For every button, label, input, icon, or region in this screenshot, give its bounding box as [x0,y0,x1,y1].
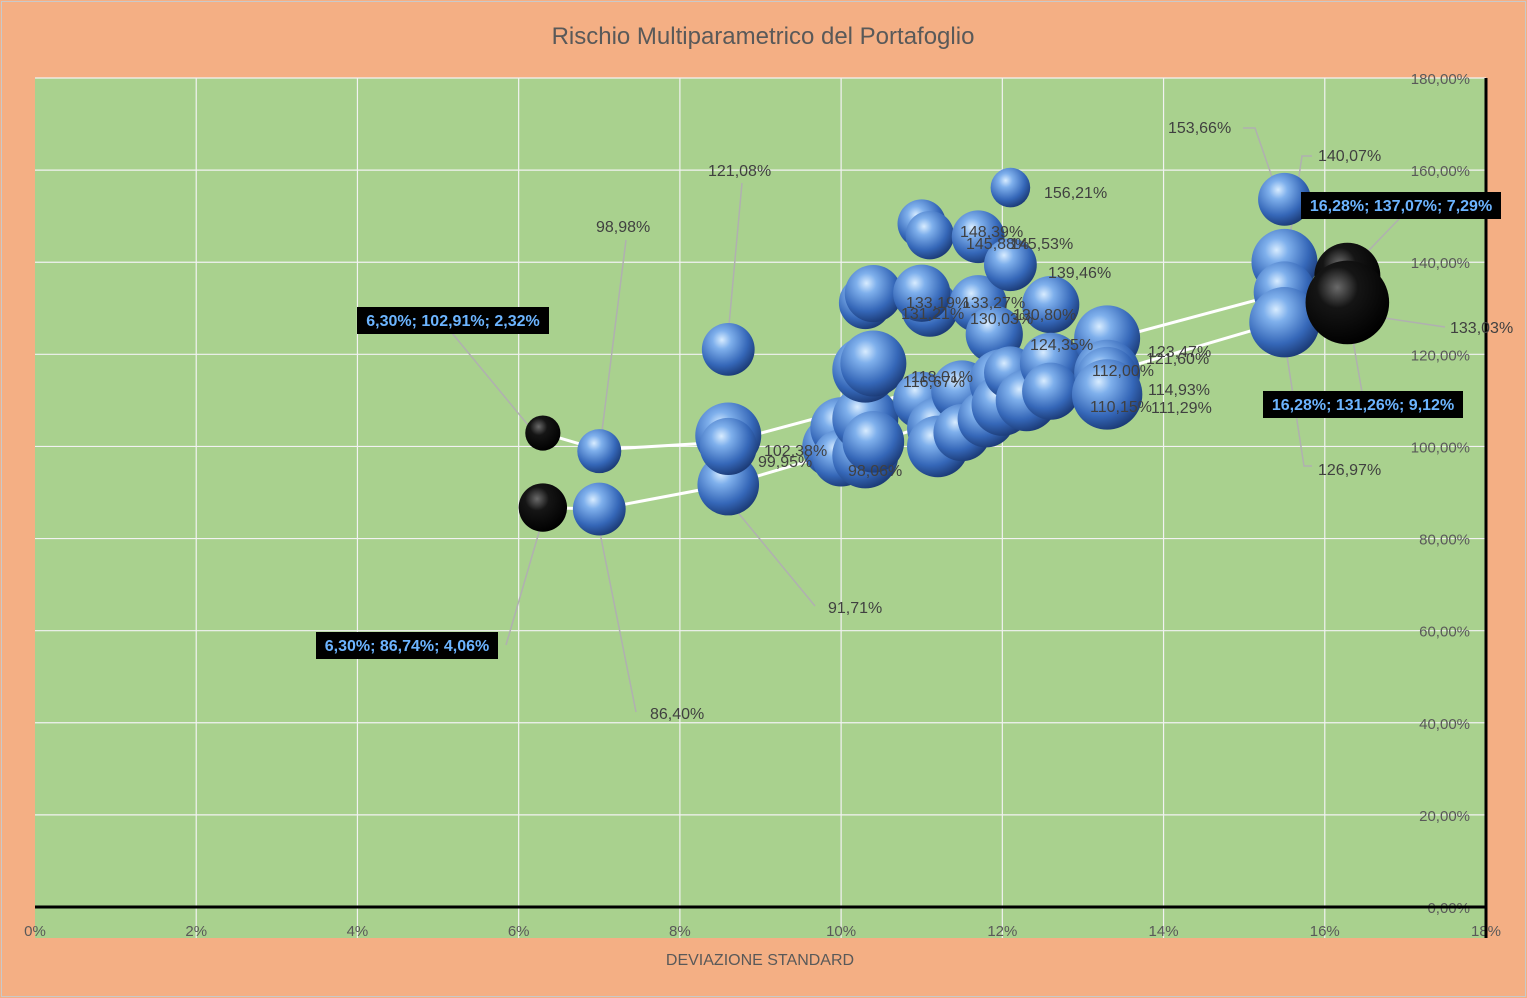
data-label: 140,07% [1318,148,1381,165]
data-label: 123,47% [1148,344,1211,361]
data-label: 121,08% [708,163,771,180]
leader-line [597,522,637,713]
data-label: 121,60% [1146,351,1209,368]
bubble-point [1258,172,1311,226]
bubble-point [1022,275,1080,334]
y-tick-label: 180,00% [1411,71,1470,88]
callout-box [1263,391,1463,418]
grid [35,77,1486,938]
x-tick-label: 14% [1149,923,1179,940]
leader-line [597,239,627,464]
x-tick-label: 12% [987,923,1017,940]
callout-box [357,307,549,334]
callout-label: 16,28%; 137,07%; 7,29% [1310,198,1492,215]
x-tick-label: 6% [508,923,530,940]
y-tick-label: 40,00% [1419,716,1470,733]
bubble-point [1071,359,1143,430]
x-tick-label: 2% [185,923,207,940]
data-label: 111,29% [1151,400,1212,417]
y-tick-label: 20,00% [1419,808,1470,825]
leader-line [451,332,543,443]
x-tick-label: 8% [669,923,691,940]
highlight-point [525,415,561,451]
data-label: 116,67% [903,374,965,391]
bubble-point [577,429,622,474]
data-label: 110,15% [1090,399,1152,416]
callout-box [1301,192,1501,219]
data-label: 91,71% [828,600,882,617]
bubble-point [1022,362,1080,420]
x-tick-label: 10% [826,923,856,940]
data-label: 124,35% [1030,337,1093,354]
bubble-point [983,238,1037,292]
data-label: 130,80% [1013,307,1076,324]
data-label: 112,00% [1092,363,1154,380]
callout-label: 6,30%; 102,91%; 2,32% [366,313,539,330]
bubble-point [905,210,954,260]
bubble-point [699,417,757,476]
data-label: 133,27% [962,295,1025,312]
callout-label: 6,30%; 86,74%; 4,06% [325,638,490,655]
data-label: 130,03% [970,311,1033,328]
data-label: 139,46% [1048,265,1111,282]
data-label: 99,95% [758,454,812,471]
leader-line [725,497,816,607]
bubble-point [990,167,1031,208]
y-tick-label: 140,00% [1411,255,1470,272]
data-label: 145,88% [966,236,1029,253]
bubble-point [893,264,951,322]
chart-title: Rischio Multiparametrico del Portafoglio [552,23,975,50]
data-labels: 98,98% 86,40% 121,08% 91,71% 102,38%99,95% 98… [316,120,1513,723]
data-label: 133,19% [906,295,969,312]
leader-lines [451,127,1446,713]
data-label: 118,01% [911,369,973,386]
callout-label: 16,28%; 131,26%; 9,12% [1272,397,1454,414]
bubbles [518,167,1390,536]
data-label: 133,03% [1450,320,1513,337]
plot-area [35,78,1486,938]
leader-line [1282,329,1312,467]
y-tick-label: 80,00% [1419,532,1470,549]
leader-line [505,521,543,646]
callout-box [316,632,498,659]
x-tick-label: 4% [347,923,369,940]
bubble-point [842,411,905,473]
data-label: 145,53% [1010,236,1073,253]
x-tick-label: 16% [1310,923,1340,940]
bubble-point [572,482,626,536]
data-label: 126,97% [1318,462,1381,479]
x-axis-title: DEVIAZIONE STANDARD [666,952,854,969]
data-label: 131,21% [901,306,964,323]
data-label: 153,66% [1168,120,1231,137]
bubble-point [1249,287,1320,358]
bubble-point [840,330,907,397]
data-label: 102,38% [764,443,827,460]
y-tick-label: 100,00% [1411,439,1470,456]
data-label: 156,21% [1044,185,1107,202]
highlight-point [1305,260,1390,345]
data-label: 114,93% [1148,382,1210,399]
bubble-point [701,322,755,376]
y-tick-label: 120,00% [1411,347,1470,364]
data-label: 98,98% [596,219,650,236]
y-tick-label: 60,00% [1419,624,1470,641]
highlight-point [518,483,568,532]
data-label: 86,40% [650,706,704,723]
data-label: 148,39% [960,224,1023,241]
x-tick-label: 0% [24,923,46,940]
bubble-point [844,264,902,323]
axes: 0,00%20,00%40,00%60,00%80,00%100,00%120,… [24,71,1501,940]
y-tick-label: 160,00% [1411,163,1470,180]
data-label: 98,06% [848,463,902,480]
